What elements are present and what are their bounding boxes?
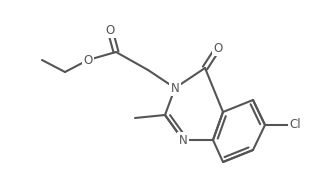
Text: O: O [84,54,93,66]
Text: O: O [214,42,223,54]
Text: Cl: Cl [289,118,301,132]
Text: N: N [171,82,179,95]
Text: N: N [179,134,187,146]
Text: O: O [106,24,115,36]
